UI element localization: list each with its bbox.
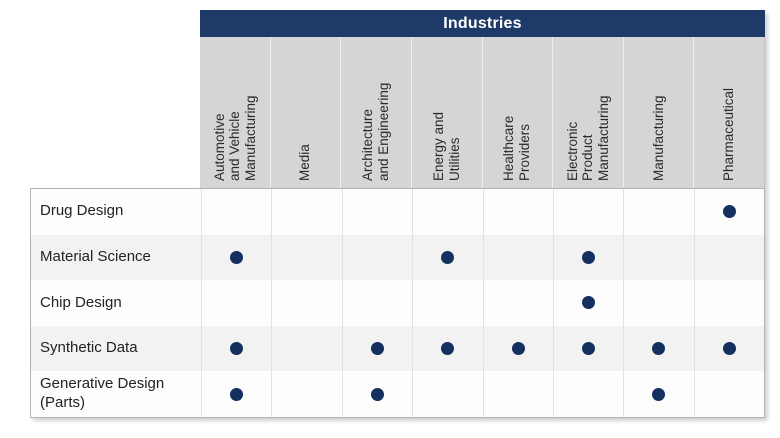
dot-marker <box>652 387 666 401</box>
dot-marker <box>582 342 596 356</box>
dot-marker <box>582 250 596 264</box>
matrix-cell <box>201 280 271 326</box>
table-row: Generative Design (Parts) <box>31 371 764 417</box>
dot-marker <box>370 342 384 356</box>
matrix-cell <box>623 189 693 235</box>
table-row: Chip Design <box>31 280 764 326</box>
matrix-cell <box>693 234 764 281</box>
dot-marker <box>582 296 596 310</box>
dot-marker <box>652 342 666 356</box>
column-header-cell: Energy and Utilities <box>410 37 482 188</box>
column-header-cell: Manufacturing <box>622 37 694 188</box>
matrix-cell <box>482 189 553 235</box>
column-header-label: Pharmaceutical <box>721 87 737 181</box>
table-row: Material Science <box>31 234 764 281</box>
matrix-cell <box>271 189 341 235</box>
dot-marker <box>722 205 736 219</box>
matrix-body: Drug Design Material Science Chip Design Sy… <box>30 188 765 418</box>
matrix-cell <box>201 189 271 235</box>
matrix-cell <box>482 371 553 417</box>
table-row: Drug Design <box>31 189 764 235</box>
matrix-cell <box>271 280 341 326</box>
matrix-cell <box>341 189 412 235</box>
matrix-cell <box>201 325 271 372</box>
industries-title-band: Industries <box>200 10 765 37</box>
matrix-cell <box>341 325 412 372</box>
matrix-cell <box>412 325 482 372</box>
matrix-cell <box>271 234 341 281</box>
dot-marker <box>230 342 244 356</box>
matrix-cell <box>201 234 271 281</box>
matrix-cell <box>552 371 623 417</box>
matrix-cell <box>623 234 693 281</box>
column-header-label: Media <box>297 144 313 181</box>
matrix-cell <box>412 371 482 417</box>
matrix-cell <box>552 234 623 281</box>
matrix-cell <box>693 371 764 417</box>
matrix-cell <box>623 325 693 372</box>
dot-marker <box>722 342 736 356</box>
column-header-label: Energy and Utilities <box>431 111 462 181</box>
industries-title: Industries <box>443 14 522 32</box>
column-header-cell: Automotive and Vehicle Manufacturing <box>200 37 270 188</box>
matrix-cell <box>693 280 764 326</box>
dot-marker <box>441 250 455 264</box>
matrix-cell <box>201 371 271 417</box>
dot-marker <box>441 342 455 356</box>
matrix-cell <box>341 234 412 281</box>
matrix-header: Industries Automotive and Vehicle Manufa… <box>200 10 765 188</box>
column-header-cell: Electronic Product Manufacturing <box>552 37 623 188</box>
dot-marker <box>511 342 525 356</box>
dot-marker <box>230 250 244 264</box>
matrix-cell <box>552 280 623 326</box>
matrix-cell <box>271 325 341 372</box>
column-header-label: Automotive and Vehicle Manufacturing <box>211 95 258 181</box>
column-header-cell: Pharmaceutical <box>693 37 764 188</box>
row-label: Synthetic Data <box>40 339 138 357</box>
column-header-row: Automotive and Vehicle Manufacturing Medi… <box>200 37 765 188</box>
matrix-cell <box>693 325 764 372</box>
column-header-label: Architecture and Engineering <box>360 82 392 181</box>
matrix-cell <box>341 371 412 417</box>
row-label: Generative Design (Parts) <box>40 375 165 412</box>
column-header-label: Electronic Product Manufacturing <box>564 95 611 181</box>
matrix-cell <box>412 280 482 326</box>
column-header-label: Manufacturing <box>650 95 666 181</box>
column-header-label: Healthcare Providers <box>501 115 533 181</box>
column-header-cell: Media <box>269 37 341 188</box>
dot-marker <box>370 387 384 401</box>
column-header-cell: Architecture and Engineering <box>340 37 411 188</box>
matrix-cell <box>623 371 693 417</box>
dot-marker <box>230 387 244 401</box>
column-header-cell: Healthcare Providers <box>481 37 553 188</box>
matrix-cell <box>341 280 412 326</box>
row-label: Drug Design <box>40 202 124 220</box>
table-row: Synthetic Data <box>31 325 764 372</box>
matrix-cell <box>482 280 553 326</box>
matrix-cell <box>412 234 482 281</box>
matrix-cell <box>552 189 623 235</box>
row-label: Chip Design <box>40 293 122 311</box>
matrix-cell <box>482 325 553 372</box>
matrix-cell <box>482 234 553 281</box>
row-label: Material Science <box>40 248 151 266</box>
matrix-cell <box>693 189 764 235</box>
matrix-cell <box>271 371 341 417</box>
matrix-cell <box>552 325 623 372</box>
matrix-cell <box>412 189 482 235</box>
matrix-cell <box>623 280 693 326</box>
